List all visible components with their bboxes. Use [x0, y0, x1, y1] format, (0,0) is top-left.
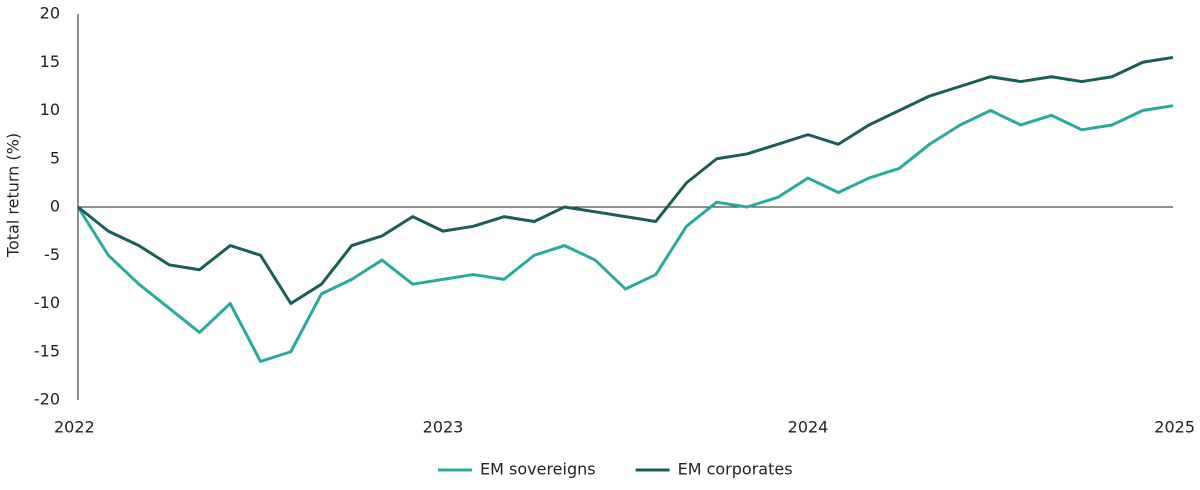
- series-line: [76, 104, 1174, 363]
- series-line: [77, 55, 1174, 305]
- y-tick-label: -20: [34, 390, 60, 409]
- y-tick-label: 15: [40, 52, 60, 71]
- y-tick-label: -10: [34, 293, 60, 312]
- x-tick-label: 2025: [1154, 418, 1195, 437]
- legend-label: EM corporates: [678, 460, 793, 479]
- y-tick-label: -15: [34, 341, 60, 360]
- x-tick-label: 2023: [423, 418, 464, 437]
- x-tick-label: 2024: [788, 418, 829, 437]
- y-tick-label: 5: [50, 148, 60, 167]
- y-axis-label: Total return (%): [4, 133, 23, 258]
- y-tick-label: 20: [40, 4, 60, 23]
- x-tick-label: 2022: [54, 418, 95, 437]
- y-tick-label: 10: [40, 100, 60, 119]
- y-tick-label: -5: [44, 245, 60, 264]
- y-tick-label: 0: [50, 197, 60, 216]
- legend-label: EM sovereigns: [480, 460, 596, 479]
